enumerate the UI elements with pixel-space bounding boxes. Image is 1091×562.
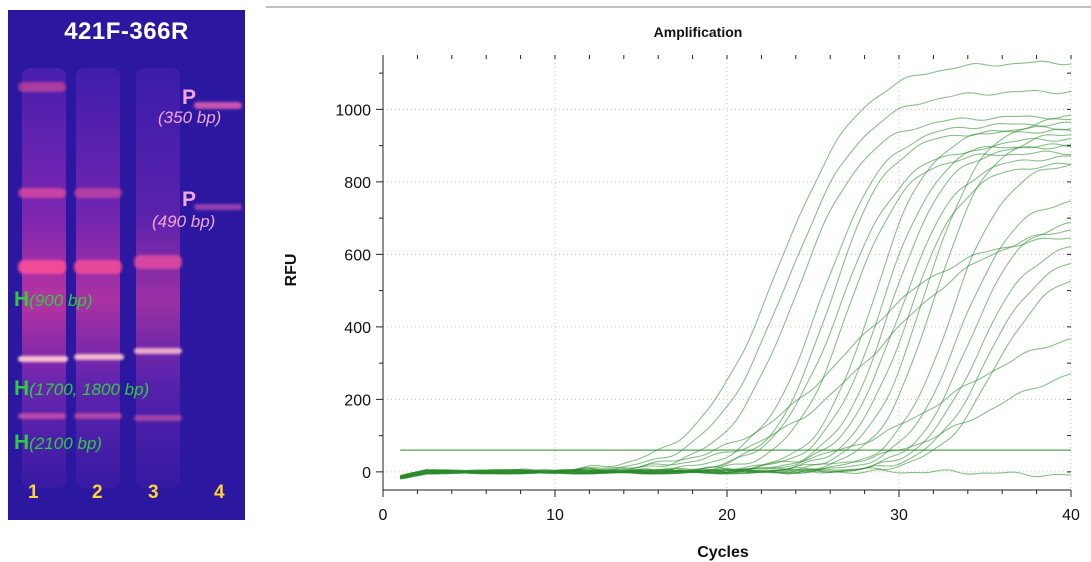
gel-band: [134, 348, 182, 354]
x-tick-label: 20: [718, 507, 736, 524]
amplification-curve: [400, 137, 1072, 478]
gel-band: [74, 413, 122, 419]
gel-band: [194, 204, 242, 210]
x-tick-label: 30: [890, 507, 908, 524]
gel-lane-1: [22, 68, 66, 488]
lane-number-1: 1: [28, 482, 39, 503]
y-tick-label: 400: [344, 320, 371, 337]
gel-lane-3: [136, 68, 180, 488]
gel-band: [18, 356, 68, 362]
gel-band: [18, 188, 66, 198]
gel-band: [134, 415, 182, 421]
gel-image: 421F-366R P (350 bp) P (490 bp) H(900 bp…: [8, 10, 245, 520]
gel-band: [194, 102, 242, 109]
x-tick-label: 10: [546, 507, 564, 524]
gel-band: [74, 260, 122, 274]
amplification-curve: [400, 373, 1072, 479]
amplification-curve: [400, 118, 1071, 479]
lane-number-4: 4: [214, 482, 225, 503]
chart-title: Amplification: [654, 24, 743, 40]
amplification-curve: [400, 60, 1072, 478]
y-tick-label: 800: [344, 175, 371, 192]
amplification-curve: [400, 229, 1072, 476]
x-tick-label: 0: [379, 507, 388, 524]
gel-band: [18, 260, 66, 274]
y-axis-label: RFU: [283, 254, 300, 287]
amplification-curve: [400, 469, 1072, 480]
y-tick-label: 600: [344, 247, 371, 264]
gel-lane-2: [76, 68, 120, 488]
gel-band: [74, 188, 122, 198]
amplification-curve: [400, 121, 1072, 479]
gel-band: [74, 354, 124, 360]
amplification-chart: Amplification RFU Cycles 0 10 20 30 40 0 200 40…: [266, 0, 1091, 562]
y-tick-label: 0: [362, 465, 371, 482]
amplification-curve: [400, 89, 1072, 478]
gel-band: [134, 255, 182, 269]
gel-band: [18, 82, 66, 92]
amplification-curve: [399, 237, 1072, 477]
amplification-curves: [399, 60, 1072, 480]
lane-number-3: 3: [148, 482, 159, 503]
grid-lines: [383, 55, 1072, 490]
marker-label-h1700: H(1700, 1800 bp): [14, 377, 150, 400]
amplification-curve: [400, 164, 1072, 477]
marker-label-h2100: H(2100 bp): [14, 431, 102, 454]
amplification-curve: [400, 125, 1072, 477]
y-tick-label: 1000: [335, 102, 371, 119]
amplification-curve: [400, 155, 1072, 479]
amplification-curve: [400, 245, 1072, 480]
x-tick-label: 40: [1062, 507, 1080, 524]
x-axis-label: Cycles: [697, 544, 749, 561]
amplification-curve: [399, 280, 1072, 479]
gel-band: [18, 413, 66, 419]
lane-number-2: 2: [92, 482, 103, 503]
chart-canvas: Amplification RFU Cycles 0 10 20 30 40020040…: [266, 6, 1091, 561]
amplification-curve: [400, 338, 1072, 477]
y-tick-label: 200: [344, 392, 371, 409]
gel-title: 421F-366R: [64, 18, 189, 45]
amplification-curve: [400, 162, 1072, 480]
amplification-curve: [400, 114, 1072, 479]
marker-label-h900: H(900 bp): [14, 288, 93, 311]
